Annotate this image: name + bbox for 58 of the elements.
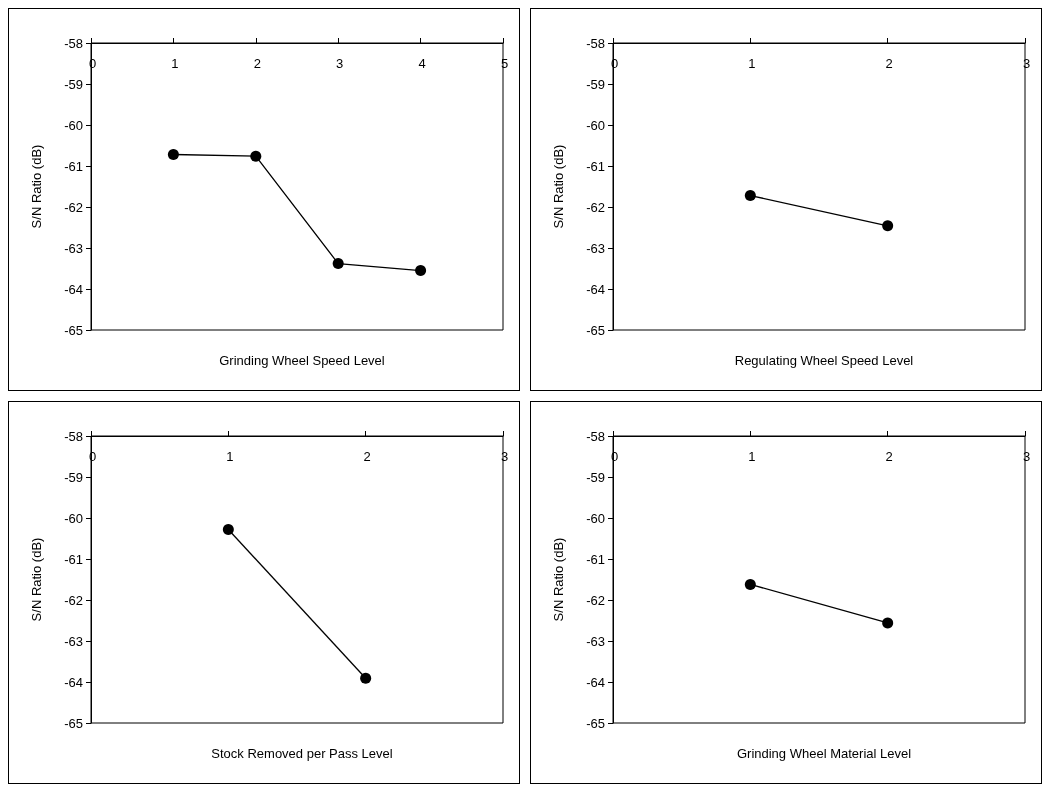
y-tick-label: -64 [586, 674, 605, 690]
x-tick-label: 3 [1022, 56, 1031, 71]
y-tick-label: -63 [586, 633, 605, 649]
y-tick-label: -62 [586, 199, 605, 215]
x-axis-title: Regulating Wheel Speed Level [734, 353, 914, 368]
x-axis-title: Stock Removed per Pass Level [211, 746, 393, 761]
y-tick-label: -63 [64, 633, 83, 649]
y-tick-label: -64 [64, 674, 83, 690]
x-axis-title: Grinding Wheel Material Level [736, 746, 912, 761]
point [167, 149, 179, 161]
y-tick-label: -62 [586, 592, 605, 608]
y-tick-label: -62 [64, 199, 83, 215]
x-tick-label: 1 [171, 56, 179, 71]
y-tick-label: -61 [586, 551, 605, 567]
x-tick-label: 5 [500, 56, 509, 71]
y-tick-label: -60 [64, 117, 83, 133]
y-tick-label: -58 [64, 428, 83, 444]
y-tick-label: -64 [586, 281, 605, 297]
y-axis-title: S/N Ratio (dB) [29, 144, 44, 229]
x-tick-label: 1 [748, 56, 756, 71]
y-tick-label: -61 [64, 551, 83, 567]
x-tick-label: 2 [885, 449, 893, 464]
x-axis-title: Grinding Wheel Speed Level [219, 353, 385, 368]
x-tick-label: 2 [885, 56, 893, 71]
y-tick-label: -65 [586, 322, 605, 338]
x-tick-label: 2 [363, 449, 371, 464]
y-tick-label: -59 [586, 76, 605, 92]
point [415, 265, 427, 277]
y-tick-label: -60 [586, 510, 605, 526]
y-tick-label: -59 [64, 76, 83, 92]
point [250, 150, 262, 162]
y-tick-label: -58 [64, 35, 83, 51]
y-tick-label: -65 [64, 322, 83, 338]
y-axis-title: S/N Ratio (dB) [29, 537, 44, 622]
y-tick-label: -64 [64, 281, 83, 297]
y-tick-label: -58 [586, 428, 605, 444]
y-tick-label: -61 [64, 158, 83, 174]
y-axis-title: S/N Ratio (dB) [551, 537, 566, 622]
y-tick-label: -65 [64, 715, 83, 731]
y-tick-label: -59 [64, 469, 83, 485]
x-tick-label: 3 [336, 56, 344, 71]
x-tick-label: 1 [748, 449, 756, 464]
x-tick-label: 1 [226, 449, 234, 464]
y-tick-label: -60 [64, 510, 83, 526]
y-tick-label: -65 [586, 715, 605, 731]
y-tick-label: -63 [64, 240, 83, 256]
x-tick-label: 3 [1022, 449, 1031, 464]
x-tick-label: 2 [253, 56, 261, 71]
point [332, 258, 344, 270]
x-tick-label: 4 [418, 56, 426, 71]
y-tick-label: -62 [64, 592, 83, 608]
y-tick-label: -59 [586, 469, 605, 485]
y-tick-label: -63 [586, 240, 605, 256]
y-axis-title: S/N Ratio (dB) [551, 144, 566, 229]
y-tick-label: -60 [586, 117, 605, 133]
y-tick-label: -61 [586, 158, 605, 174]
x-tick-label: 3 [500, 449, 509, 464]
y-tick-label: -58 [586, 35, 605, 51]
